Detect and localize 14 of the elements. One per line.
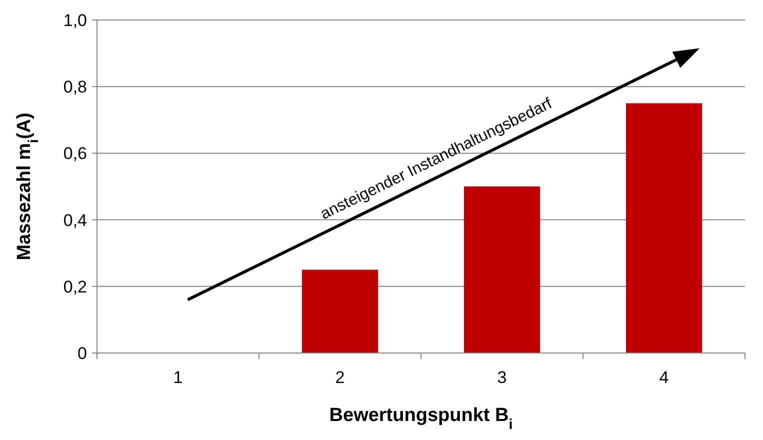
x-tick-label: 1 <box>173 368 183 387</box>
bar <box>302 270 378 353</box>
x-tick-label: 4 <box>659 368 669 387</box>
y-tick-label: 0,6 <box>63 144 87 164</box>
bar <box>464 186 540 353</box>
x-axis-title: Bewertungspunkt B$_{i}$ <box>329 405 513 433</box>
bar <box>626 103 702 353</box>
x-tick-label: 2 <box>335 368 345 387</box>
x-tick-label: 3 <box>497 368 507 387</box>
y-tick-label: 0 <box>78 344 87 363</box>
y-tick-label: 1,0 <box>63 10 87 30</box>
y-tick-label: 0,4 <box>63 210 87 230</box>
y-tick-label: 0,2 <box>63 277 87 296</box>
y-tick-label: 0,8 <box>63 78 87 97</box>
